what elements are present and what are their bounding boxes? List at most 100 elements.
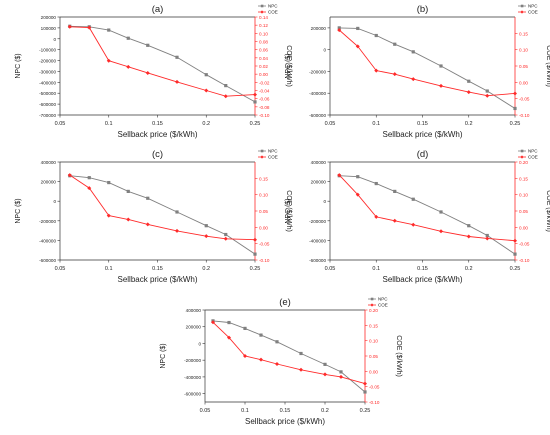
series-line-coe (338, 174, 516, 242)
y2-tick-label: 0.15 (369, 323, 378, 328)
series-line-npc (69, 25, 256, 103)
data-point-coe (392, 218, 397, 223)
data-point-npc (363, 390, 367, 394)
data-point-coe (204, 88, 209, 93)
data-point-coe (253, 237, 257, 242)
data-point-npc (339, 370, 343, 374)
y-tick-label: 0 (323, 48, 326, 53)
legend-label: NPC (268, 4, 278, 9)
y-tick-label: -400000 (184, 375, 201, 380)
x-tick-label: 0.15 (152, 121, 163, 127)
y-tick-label: -600000 (39, 102, 56, 107)
data-point-coe (323, 372, 327, 377)
y-tick-label: 0 (198, 341, 201, 346)
x-tick-label: 0.2 (202, 121, 210, 127)
y2-tick-label: 0.14 (259, 15, 268, 20)
x-tick-label: 0.15 (417, 266, 428, 272)
x-tick-label: 0.25 (510, 266, 521, 272)
data-point-npc (126, 189, 130, 193)
x-tick-label: 0.05 (325, 266, 336, 272)
y2-tick-label: 0.02 (259, 64, 268, 69)
y2-axis-label: COE ($/kWh) (545, 190, 550, 232)
data-point-coe (87, 25, 92, 30)
legend-label: COE (528, 10, 538, 15)
y2-tick-label: -0.05 (259, 242, 270, 247)
square-marker-icon (520, 149, 524, 153)
y2-tick-label: 0.05 (259, 209, 268, 214)
y2-tick-label: -0.10 (259, 258, 270, 263)
data-point-npc (175, 55, 179, 59)
y-tick-label: -600000 (39, 258, 56, 263)
y2-tick-label: 0.10 (519, 193, 528, 198)
diamond-marker-icon (520, 10, 524, 14)
data-point-coe (253, 92, 257, 97)
y2-tick-label: 0.00 (259, 225, 268, 230)
data-point-npc (439, 210, 443, 214)
y2-tick-label: -0.04 (259, 89, 270, 94)
data-point-npc (374, 181, 378, 186)
y-tick-label: -300000 (39, 69, 56, 74)
y-tick-label: 100000 (41, 26, 57, 31)
data-point-npc (175, 210, 179, 214)
y2-tick-label: 0.20 (369, 308, 378, 313)
y-axis-label: NPC ($) (15, 198, 22, 223)
series-line-coe (212, 321, 366, 385)
x-tick-label: 0.15 (280, 408, 291, 414)
series-line-npc (339, 27, 516, 109)
data-point-coe (337, 28, 342, 33)
square-marker-icon (520, 4, 524, 8)
data-point-coe (374, 214, 379, 219)
x-tick-label: 0.2 (202, 266, 210, 272)
x-tick-label: 0.1 (105, 266, 113, 272)
y-tick-label: -200000 (309, 69, 326, 74)
data-point-coe (87, 186, 92, 191)
y2-tick-label: 0.00 (369, 369, 378, 374)
data-point-coe (106, 213, 111, 218)
y2-tick-label: 0.06 (259, 48, 268, 53)
y2-tick-label: 0.05 (519, 64, 528, 69)
y2-tick-label: 0.04 (259, 56, 268, 61)
series-line-coe (339, 29, 516, 97)
y-tick-label: -400000 (39, 80, 56, 85)
y2-tick-label: -0.10 (259, 113, 270, 118)
data-point-npc (393, 189, 397, 193)
x-tick-label: 0.25 (250, 121, 261, 127)
y2-tick-label: 0.00 (259, 72, 268, 77)
data-point-coe (411, 222, 416, 227)
y-tick-label: -600000 (184, 392, 201, 397)
data-point-coe (337, 173, 342, 178)
legend-label: COE (528, 155, 538, 160)
data-point-npc (275, 340, 279, 344)
y2-axis-label: COE ($/kWh) (545, 45, 550, 87)
y2-tick-label: 0.05 (369, 354, 378, 359)
square-marker-icon (370, 297, 374, 301)
data-point-coe (439, 229, 443, 234)
data-point-npc (356, 175, 360, 179)
data-point-npc (356, 26, 360, 31)
y2-tick-label: -0.10 (519, 113, 530, 118)
data-point-npc (126, 36, 130, 40)
square-marker-icon (260, 149, 264, 153)
legend-label: COE (378, 303, 388, 308)
square-marker-icon (260, 4, 264, 8)
x-tick-label: 0.05 (325, 121, 336, 127)
panel-title: (d) (417, 149, 429, 160)
legend-label: NPC (268, 149, 278, 154)
y2-tick-label: -0.08 (259, 105, 270, 110)
y-tick-label: -400000 (309, 91, 326, 96)
y2-tick-label: 0.10 (259, 31, 268, 36)
y-tick-label: 400000 (186, 308, 202, 313)
data-point-coe (466, 234, 471, 239)
y2-tick-label: 0.10 (369, 339, 378, 344)
x-axis-label: Sellback price ($/kWh) (382, 130, 462, 139)
data-point-coe (259, 357, 263, 362)
y-axis-label: NPC ($) (15, 53, 22, 78)
data-point-npc (146, 196, 150, 200)
y-tick-label: -500000 (39, 91, 56, 96)
data-point-npc (411, 50, 415, 54)
y-tick-label: -600000 (309, 113, 326, 118)
y2-tick-label: 0.05 (519, 209, 528, 214)
